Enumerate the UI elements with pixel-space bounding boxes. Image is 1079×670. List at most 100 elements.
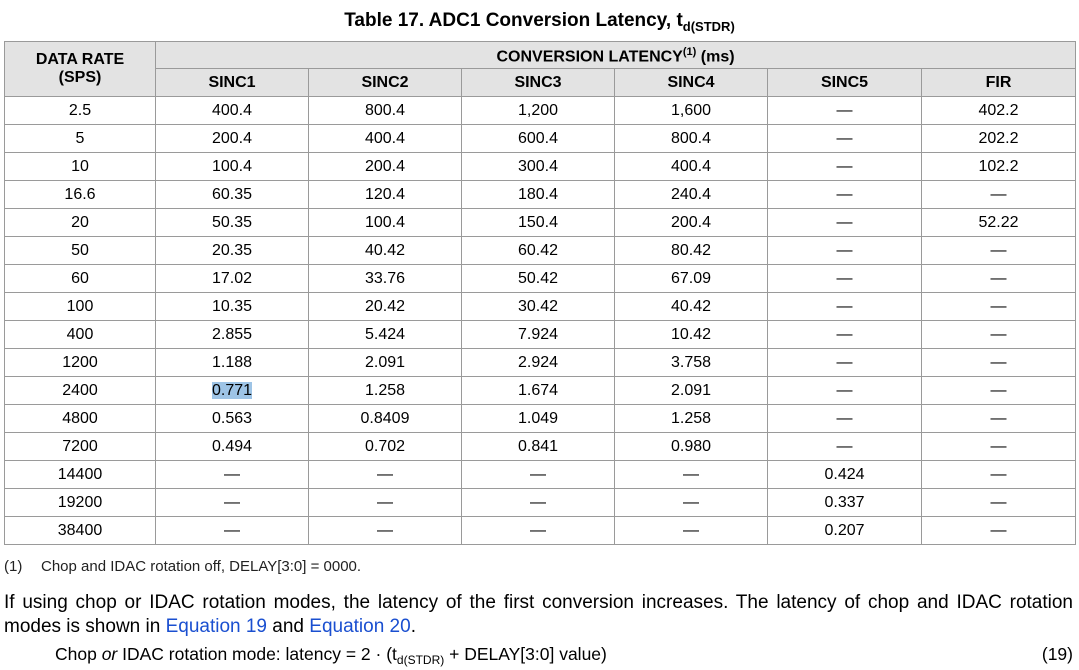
data-rate-cell[interactable]: 5	[4, 124, 156, 153]
latency-cell[interactable]: 400.4	[614, 152, 768, 181]
latency-cell[interactable]: 102.2	[920, 152, 1077, 181]
data-rate-cell[interactable]: 100	[4, 292, 156, 321]
latency-cell[interactable]: 0.702	[308, 432, 462, 461]
latency-cell[interactable]: —	[614, 460, 768, 489]
latency-cell[interactable]: 100.4	[155, 152, 309, 181]
latency-cell[interactable]: —	[308, 516, 462, 545]
latency-cell[interactable]: —	[920, 292, 1077, 321]
latency-cell[interactable]: 1.674	[461, 376, 615, 405]
latency-cell[interactable]: 40.42	[614, 292, 768, 321]
latency-cell[interactable]: —	[767, 124, 922, 153]
latency-cell[interactable]: —	[920, 320, 1077, 349]
latency-cell[interactable]: —	[155, 460, 309, 489]
latency-cell[interactable]: —	[614, 488, 768, 517]
latency-cell[interactable]: —	[920, 488, 1077, 517]
latency-cell[interactable]: 3.758	[614, 348, 768, 377]
latency-cell[interactable]: 0.207	[767, 516, 922, 545]
latency-cell[interactable]: —	[767, 236, 922, 265]
data-rate-cell[interactable]: 2.5	[4, 96, 156, 125]
latency-cell[interactable]: 10.35	[155, 292, 309, 321]
latency-cell[interactable]: —	[920, 516, 1077, 545]
latency-cell[interactable]: 100.4	[308, 208, 462, 237]
latency-cell[interactable]: 200.4	[614, 208, 768, 237]
latency-cell[interactable]: 0.980	[614, 432, 768, 461]
latency-cell[interactable]: 50.35	[155, 208, 309, 237]
latency-cell[interactable]: 300.4	[461, 152, 615, 181]
data-rate-cell[interactable]: 4800	[4, 404, 156, 433]
latency-cell[interactable]: 33.76	[308, 264, 462, 293]
latency-cell[interactable]: —	[767, 208, 922, 237]
latency-cell[interactable]: 600.4	[461, 124, 615, 153]
latency-cell[interactable]: 400.4	[308, 124, 462, 153]
latency-cell[interactable]: —	[920, 264, 1077, 293]
latency-cell[interactable]: 402.2	[920, 96, 1077, 125]
data-rate-cell[interactable]: 7200	[4, 432, 156, 461]
latency-cell[interactable]: —	[920, 460, 1077, 489]
latency-cell[interactable]: —	[767, 404, 922, 433]
latency-cell[interactable]: —	[767, 348, 922, 377]
latency-cell[interactable]: 1.258	[308, 376, 462, 405]
data-rate-cell[interactable]: 38400	[4, 516, 156, 545]
latency-cell[interactable]: 120.4	[308, 180, 462, 209]
latency-cell[interactable]: —	[920, 348, 1077, 377]
latency-cell[interactable]: —	[767, 292, 922, 321]
latency-cell[interactable]: 20.42	[308, 292, 462, 321]
latency-cell[interactable]: —	[767, 432, 922, 461]
latency-cell[interactable]: —	[920, 404, 1077, 433]
data-rate-cell[interactable]: 10	[4, 152, 156, 181]
latency-cell[interactable]: 17.02	[155, 264, 309, 293]
data-rate-cell[interactable]: 16.6	[4, 180, 156, 209]
latency-cell[interactable]: 180.4	[461, 180, 615, 209]
latency-cell[interactable]: —	[308, 460, 462, 489]
latency-cell[interactable]: 200.4	[155, 124, 309, 153]
data-rate-cell[interactable]: 60	[4, 264, 156, 293]
latency-cell[interactable]: 60.42	[461, 236, 615, 265]
latency-cell[interactable]: —	[920, 432, 1077, 461]
latency-cell[interactable]: —	[461, 516, 615, 545]
latency-cell[interactable]: —	[155, 516, 309, 545]
latency-cell[interactable]: 150.4	[461, 208, 615, 237]
data-rate-cell[interactable]: 1200	[4, 348, 156, 377]
latency-cell[interactable]: —	[767, 376, 922, 405]
latency-cell[interactable]: 5.424	[308, 320, 462, 349]
data-rate-cell[interactable]: 20	[4, 208, 156, 237]
equation-20-link[interactable]: Equation 20	[309, 616, 411, 637]
latency-cell[interactable]: 800.4	[614, 124, 768, 153]
latency-cell[interactable]: 2.924	[461, 348, 615, 377]
latency-cell[interactable]: 0.563	[155, 404, 309, 433]
latency-cell[interactable]: 2.091	[308, 348, 462, 377]
latency-cell[interactable]: 52.22	[920, 208, 1077, 237]
latency-cell[interactable]: —	[308, 488, 462, 517]
latency-cell[interactable]: —	[461, 460, 615, 489]
latency-cell[interactable]: 60.35	[155, 180, 309, 209]
latency-cell[interactable]: 50.42	[461, 264, 615, 293]
latency-cell[interactable]: 30.42	[461, 292, 615, 321]
latency-cell[interactable]: —	[767, 152, 922, 181]
latency-cell[interactable]: 40.42	[308, 236, 462, 265]
data-rate-cell[interactable]: 19200	[4, 488, 156, 517]
latency-cell[interactable]: 0.424	[767, 460, 922, 489]
latency-cell[interactable]: 200.4	[308, 152, 462, 181]
data-rate-cell[interactable]: 400	[4, 320, 156, 349]
equation-19-link[interactable]: Equation 19	[165, 616, 267, 637]
latency-cell[interactable]: —	[920, 376, 1077, 405]
latency-cell[interactable]: 0.8409	[308, 404, 462, 433]
data-rate-cell[interactable]: 50	[4, 236, 156, 265]
latency-cell[interactable]: 7.924	[461, 320, 615, 349]
latency-cell[interactable]: 1.258	[614, 404, 768, 433]
latency-cell[interactable]: —	[767, 264, 922, 293]
latency-cell[interactable]: —	[614, 516, 768, 545]
latency-cell[interactable]: —	[461, 488, 615, 517]
latency-cell[interactable]: 202.2	[920, 124, 1077, 153]
latency-cell[interactable]: 0.494	[155, 432, 309, 461]
latency-cell[interactable]: —	[767, 320, 922, 349]
latency-cell[interactable]: 67.09	[614, 264, 768, 293]
latency-cell[interactable]: 1,200	[461, 96, 615, 125]
latency-cell[interactable]: —	[767, 96, 922, 125]
latency-cell[interactable]: 1.049	[461, 404, 615, 433]
latency-cell[interactable]: 0.841	[461, 432, 615, 461]
latency-cell[interactable]: —	[920, 236, 1077, 265]
latency-cell[interactable]: 0.771	[155, 376, 309, 405]
latency-cell[interactable]: 0.337	[767, 488, 922, 517]
latency-cell[interactable]: 400.4	[155, 96, 309, 125]
